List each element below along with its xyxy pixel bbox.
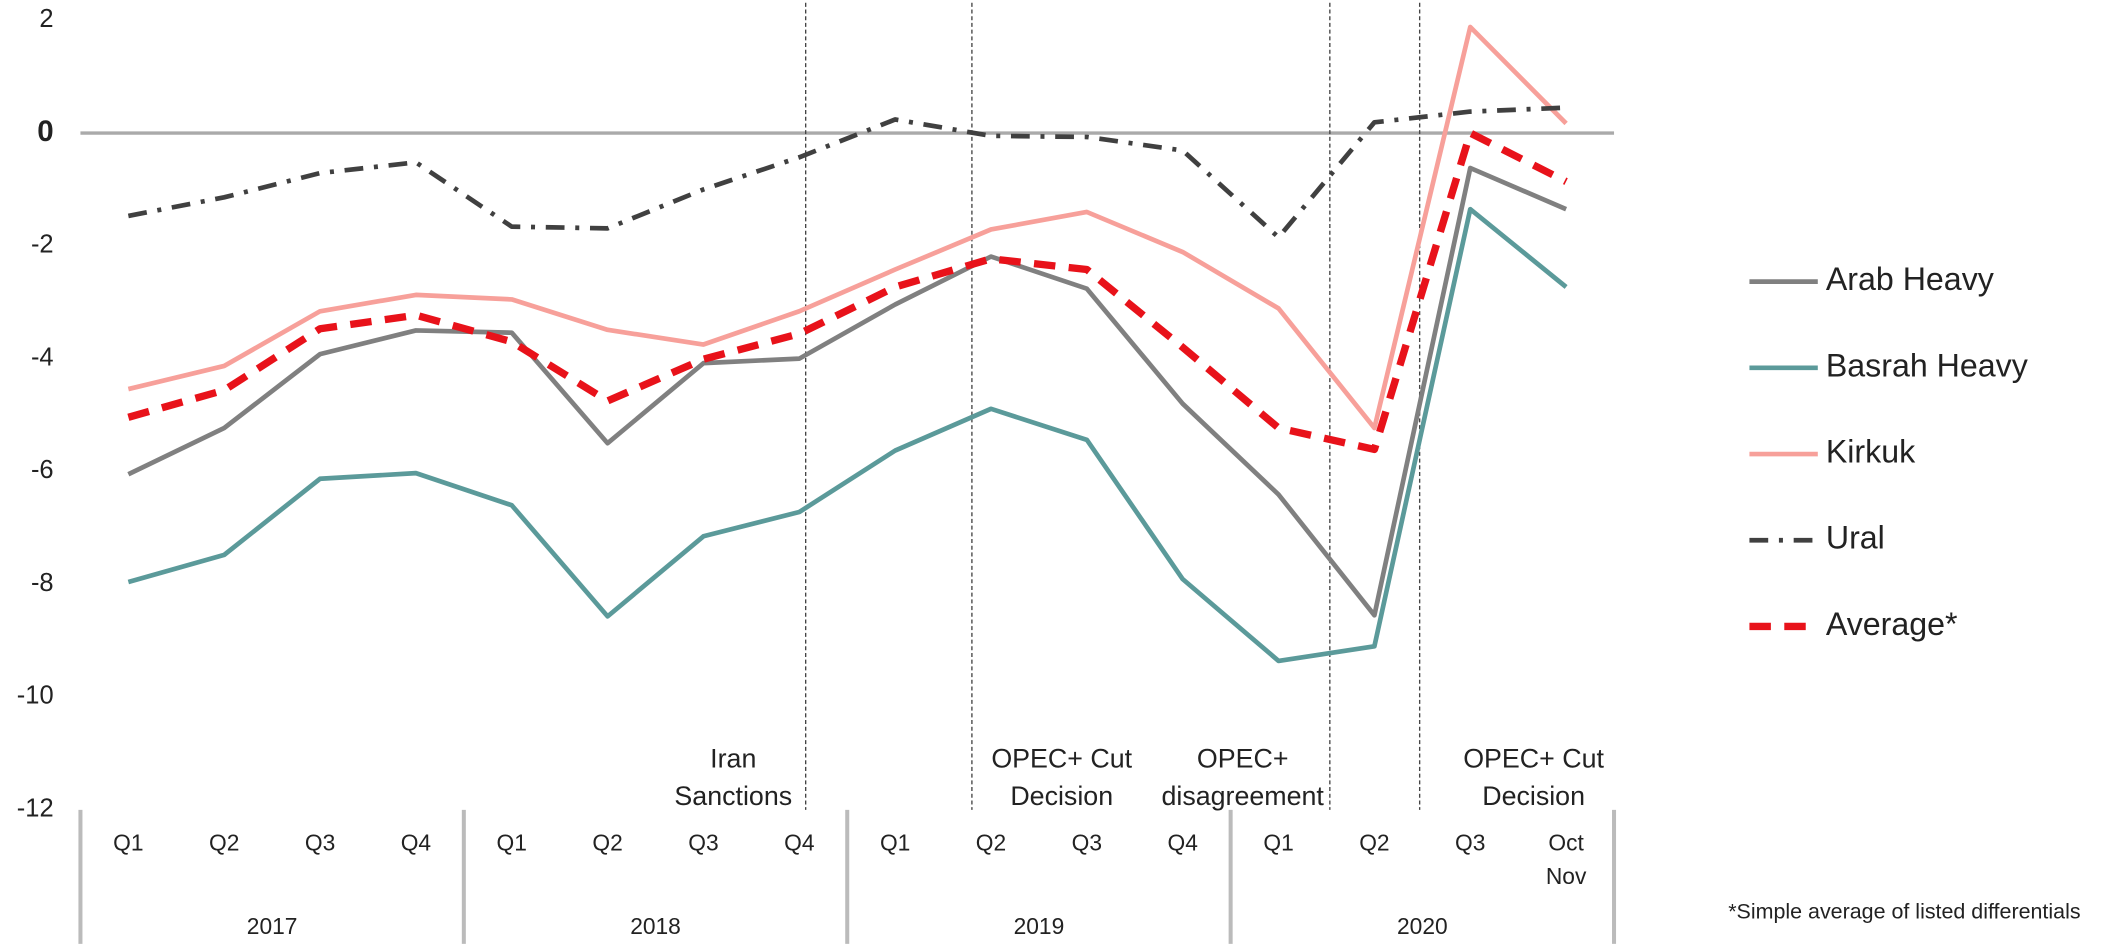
x-tick-label: Q3 [305, 830, 335, 856]
y-tick-label: -6 [31, 456, 54, 484]
annotation: Iran [710, 743, 756, 773]
annotation: OPEC+ [1197, 743, 1289, 773]
x-group-label: 2020 [1397, 913, 1448, 939]
legend-label: Arab Heavy [1826, 261, 1995, 297]
legend-label: Ural [1826, 520, 1885, 556]
footnote: *Simple average of listed differentials [1728, 900, 2080, 924]
y-tick-label: -10 [17, 682, 54, 710]
legend-label: Kirkuk [1826, 434, 1916, 470]
y-tick-label: -2 [31, 231, 54, 259]
x-tick-label: Q1 [497, 830, 527, 856]
legend-label: Average* [1826, 606, 1958, 642]
x-tick-label: Q4 [1168, 830, 1198, 856]
x-tick-label: Q3 [1455, 830, 1485, 856]
x-tick-label: Q4 [784, 830, 814, 856]
y-tick-label: 2 [39, 5, 53, 33]
y-tick-label: -4 [31, 343, 54, 371]
annotation: Sanctions [674, 781, 792, 811]
x-tick-label: Q1 [113, 830, 143, 856]
y-tick-label: 0 [37, 115, 53, 148]
x-tick-label: Q3 [1072, 830, 1102, 856]
series-line [127, 165, 1568, 618]
x-group-label: 2017 [247, 913, 298, 939]
x-tick-label: Q1 [880, 830, 910, 856]
series-line [127, 129, 1568, 454]
x-tick-label: Q2 [1359, 830, 1389, 856]
x-tick-label: Q2 [976, 830, 1006, 856]
x-tick-label: Q2 [209, 830, 239, 856]
annotation: disagreement [1162, 781, 1325, 811]
series-line [127, 105, 1567, 240]
x-group-label: 2018 [630, 913, 681, 939]
x-tick-line: Oct [1548, 830, 1584, 856]
y-tick-label: -8 [31, 569, 54, 597]
series-line [127, 206, 1568, 664]
annotation: OPEC+ Cut [991, 743, 1132, 773]
annotation: OPEC+ Cut [1463, 743, 1604, 773]
x-group-label: 2019 [1014, 913, 1065, 939]
x-tick-label: Q1 [1263, 830, 1293, 856]
series-line [127, 24, 1568, 431]
annotation: Decision [1010, 781, 1113, 811]
x-tick-label: Q3 [688, 830, 718, 856]
x-tick-label: Q2 [592, 830, 622, 856]
x-tick-label: Oct Nov [1546, 830, 1587, 890]
x-tick-label: Q4 [401, 830, 431, 856]
annotation: Decision [1482, 781, 1585, 811]
y-tick-label: -12 [17, 795, 54, 823]
legend-label: Basrah Heavy [1826, 347, 2029, 383]
x-tick-line: Nov [1546, 863, 1587, 889]
